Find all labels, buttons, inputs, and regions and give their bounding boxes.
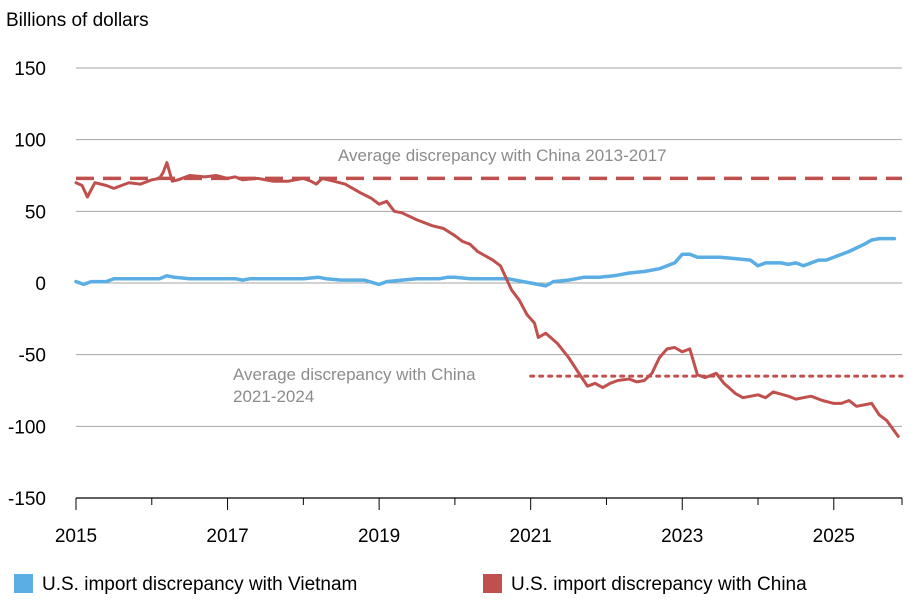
y-tick-label: 100 (14, 131, 46, 152)
reference-lines (76, 176, 904, 378)
y-tick-label: 50 (25, 202, 46, 223)
series-lines (74, 161, 900, 438)
y-tick-label: 0 (35, 274, 46, 295)
x-tick-label: 2025 (813, 526, 855, 547)
y-tick-label: -50 (19, 346, 46, 367)
y-tick-label: 150 (14, 59, 46, 80)
legend: U.S. import discrepancy with Vietnam U.S… (14, 574, 807, 595)
y-axis: 150 100 50 0 -50 -100 -150 (8, 59, 46, 510)
y-tick-label: -100 (8, 417, 46, 438)
x-tick-label: 2021 (510, 526, 552, 547)
gridlines (76, 67, 902, 427)
y-axis-unit-label: Billions of dollars (6, 10, 149, 31)
annotation-avg-2021-2024-line1: Average discrepancy with China (233, 365, 476, 384)
annotation-avg-2013-2017: Average discrepancy with China 2013-2017 (338, 146, 667, 165)
legend-swatch-vietnam (14, 574, 33, 593)
x-tick-label: 2017 (206, 526, 248, 547)
x-tick-label: 2023 (661, 526, 703, 547)
x-axis: 2015 2017 2019 2021 2023 2025 (55, 497, 903, 547)
series-line-china (74, 161, 900, 438)
legend-swatch-china (483, 574, 502, 593)
y-tick-label: -150 (8, 489, 46, 510)
x-tick-label: 2019 (358, 526, 400, 547)
annotation-avg-2021-2024-line2: 2021-2024 (233, 387, 314, 406)
series-line-vietnam (74, 236, 897, 288)
legend-label-vietnam: U.S. import discrepancy with Vietnam (42, 574, 357, 595)
legend-label-china: U.S. import discrepancy with China (511, 574, 807, 595)
x-tick-label: 2015 (55, 526, 97, 547)
